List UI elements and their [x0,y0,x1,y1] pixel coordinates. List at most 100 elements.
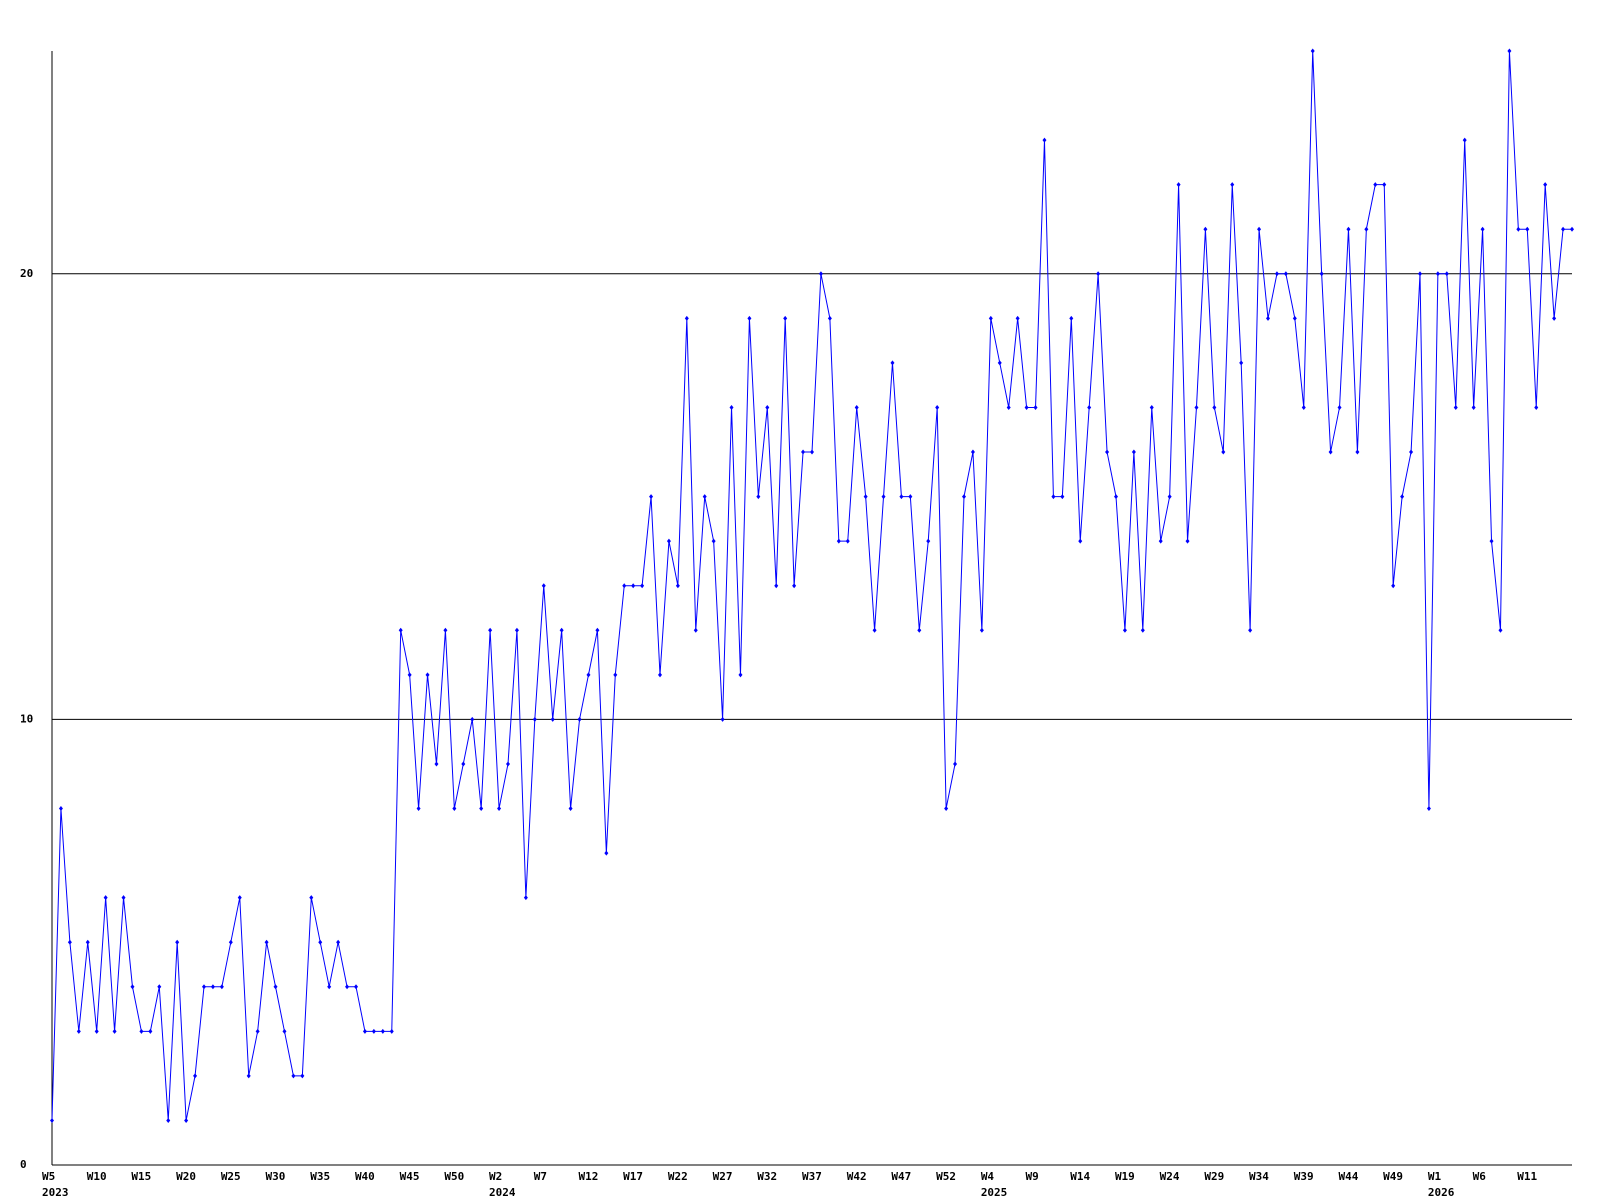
data-point [702,494,707,500]
data-point [1471,404,1476,410]
data-point [1507,48,1512,54]
data-point [1096,271,1101,277]
x-tick-label: W40 [355,1170,375,1183]
data-point [890,360,895,366]
data-point [756,494,761,500]
data-point [979,627,984,633]
data-point [246,1073,251,1079]
data-point [1516,226,1521,232]
data-point [595,627,600,633]
data-point [1570,226,1574,232]
x-tick-label: W34 [1249,1170,1269,1183]
data-point [1149,404,1154,410]
data-point [1122,627,1127,633]
x-tick-label: W32 [757,1170,777,1183]
data-point [371,1028,376,1034]
data-point [1105,449,1110,455]
data-point [1167,494,1172,500]
data-point [58,806,63,812]
data-point [631,583,636,589]
data-point [836,538,841,544]
data-point [577,716,582,722]
data-point [1006,404,1011,410]
data-point [506,761,510,767]
data-point [550,716,555,722]
data-point [1391,583,1396,589]
data-point [1301,404,1306,410]
data-point [1292,315,1297,321]
data-point [818,271,823,277]
data-point [532,716,537,722]
data-point [228,939,233,945]
data-point [658,672,662,678]
data-point [157,984,162,990]
x-tick-label: W50 [444,1170,464,1183]
data-point [1561,226,1566,232]
data-point [309,895,314,901]
data-point [488,627,493,633]
data-point [345,984,350,990]
data-point [398,627,403,633]
x-tick-label: W30 [266,1170,286,1183]
data-point [1069,315,1074,321]
data-point [103,895,108,901]
data-point [1185,538,1190,544]
data-point [1203,226,1208,232]
data-point [237,895,242,901]
data-point [1257,226,1262,232]
data-point [1274,271,1279,277]
data-point [1328,449,1333,455]
data-point [765,404,770,410]
data-point [854,404,859,410]
data-point [1131,449,1136,455]
data-point [559,627,564,633]
data-point [1194,404,1199,410]
data-point [1355,449,1360,455]
data-point [827,315,832,321]
data-point [1024,404,1029,410]
data-point [675,583,680,589]
data-point [452,806,457,812]
data-point [935,404,940,410]
data-point [908,494,913,500]
data-point [219,984,224,990]
data-point [1373,182,1378,188]
data-point [997,360,1002,366]
data-point [461,761,466,767]
data-point [1230,182,1235,188]
data-point [944,806,949,812]
data-point [76,1028,81,1034]
data-point [666,538,671,544]
data-point [1435,271,1440,277]
data-point [953,761,958,767]
x-tick-label: W10 [87,1170,107,1183]
x-tick-label: W44 [1338,1170,1358,1183]
x-year-label: 2023 [42,1186,69,1199]
data-point [881,494,886,500]
data-point [380,1028,385,1034]
data-point [729,404,734,410]
data-point [568,806,573,812]
data-point [523,895,528,901]
data-point [711,538,716,544]
data-point [738,672,743,678]
data-point [318,939,323,945]
data-point [1033,404,1038,410]
data-point [210,984,215,990]
data-point [50,1117,54,1123]
data-point [255,1028,260,1034]
x-tick-label: W2 [489,1170,502,1183]
data-point [899,494,904,500]
data-point [1060,494,1065,500]
x-tick-label: W12 [578,1170,598,1183]
data-point [1534,404,1539,410]
x-tick-label: W11 [1517,1170,1537,1183]
data-point [917,627,922,633]
x-tick-label: W4 [981,1170,995,1183]
x-tick-label: W7 [534,1170,547,1183]
y-tick-label: 0 [20,1158,27,1171]
data-point [425,672,430,678]
data-point [1310,48,1315,54]
data-point [1337,404,1342,410]
